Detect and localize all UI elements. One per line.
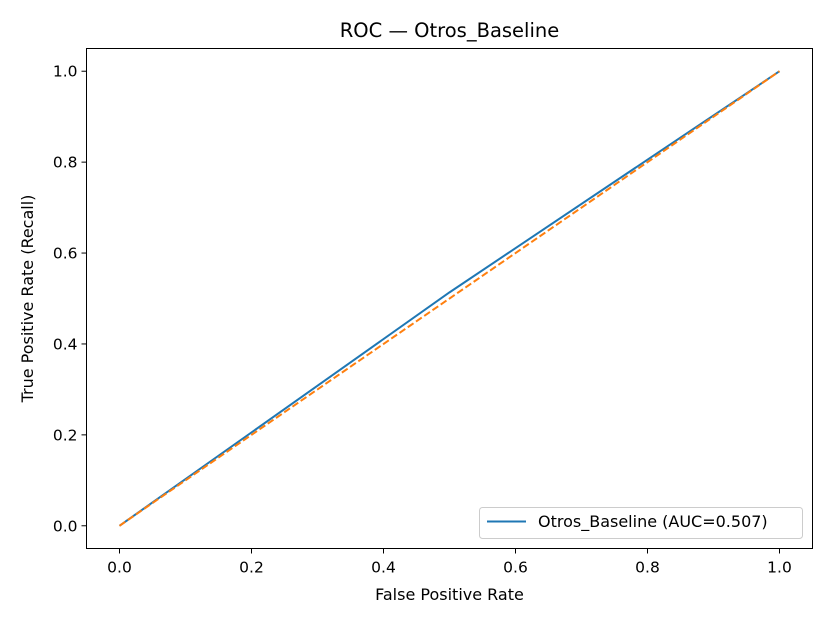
- legend: Otros_Baseline (AUC=0.507): [479, 507, 803, 539]
- x-tick-label: 0.0: [107, 559, 132, 577]
- x-tick-label: 0.6: [503, 559, 528, 577]
- reference-diagonal-line-1: [118, 70, 781, 527]
- series-layer: [118, 70, 781, 527]
- legend-box: [479, 507, 803, 539]
- y-tick-label: 0.2: [53, 426, 78, 444]
- chart-title: ROC — Otros_Baseline: [340, 19, 560, 42]
- y-tick-label: 1.0: [53, 63, 78, 81]
- roc-curve-line-0: [118, 70, 781, 527]
- x-tick-label: 1.0: [767, 559, 792, 577]
- y-tick-label: 0.4: [53, 335, 78, 353]
- y-tick-label: 0.8: [53, 154, 78, 172]
- x-tick-label: 0.8: [635, 559, 660, 577]
- plot-area-frame: [86, 48, 813, 549]
- y-tick-label: 0.0: [53, 517, 78, 535]
- x-tick-label: 0.2: [239, 559, 264, 577]
- x-axis-label: False Positive Rate: [375, 585, 524, 604]
- x-tick-label: 0.4: [371, 559, 396, 577]
- legend-label: Otros_Baseline (AUC=0.507): [538, 512, 768, 532]
- tick-layer: 0.0 0.2 0.4 0.6 0.8 1.0 0.0 0.2 0.4 0.6 0.8 1.0: [53, 63, 792, 577]
- y-tick-label: 0.6: [53, 245, 78, 263]
- y-axis-label: True Positive Rate (Recall): [18, 195, 37, 404]
